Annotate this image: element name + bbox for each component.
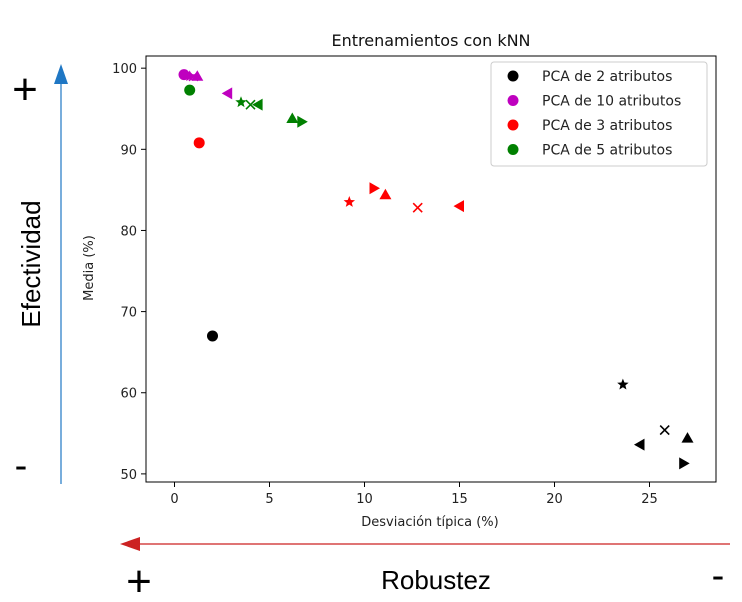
data-point: [184, 84, 196, 96]
y-tick-label: 90: [120, 143, 137, 158]
y-tick-label: 80: [120, 224, 137, 239]
x-axis-label: Desviación típica (%): [361, 515, 498, 530]
data-point: [183, 70, 196, 82]
x-tick-label: 15: [451, 492, 468, 507]
data-marks: [178, 69, 694, 470]
legend-entry: PCA de 3 atributos: [542, 118, 672, 134]
data-point: [245, 99, 256, 110]
x-tick-label: 10: [356, 492, 373, 507]
data-point: [453, 200, 464, 213]
data-point: [207, 330, 218, 342]
data-point: [679, 457, 690, 470]
robustness-label: Robustez: [381, 565, 491, 595]
data-point: [412, 202, 423, 213]
x-tick-label: 0: [170, 492, 178, 507]
legend-box: [490, 61, 708, 167]
x-tick-label: 5: [265, 492, 273, 507]
chart-title: Entrenamientos con kNN: [331, 31, 530, 50]
data-point: [343, 196, 356, 207]
legend-marker: [507, 119, 519, 131]
data-point: [286, 112, 299, 123]
legend-entry: PCA de 2 atributos: [542, 69, 672, 85]
series-3: [193, 137, 464, 213]
y-tick-label: 100: [112, 62, 137, 77]
robustness-minus-sign: -: [712, 555, 725, 597]
plot-frame: [145, 55, 717, 483]
y-tick-label: 60: [120, 387, 137, 402]
data-point: [634, 438, 645, 451]
data-point: [191, 70, 204, 81]
legend-marker: [507, 70, 519, 82]
legend-marker: [507, 95, 519, 106]
data-point: [178, 69, 190, 81]
data-point: [681, 432, 694, 443]
data-point: [235, 96, 247, 108]
effectiveness-label: Efectividad: [16, 200, 46, 327]
y-tick-label: 70: [120, 306, 137, 321]
legend-marker: [507, 144, 519, 155]
x-tick-label: 20: [546, 492, 563, 507]
series-4: [184, 84, 308, 128]
legend-entry: PCA de 5 atributos: [542, 143, 672, 159]
robustness-plus-sign: +: [126, 557, 152, 602]
data-point: [252, 98, 263, 111]
plot-area: [145, 55, 717, 483]
data-point: [297, 115, 308, 128]
effectiveness-minus-sign: -: [15, 445, 28, 487]
robustness-arrow-head: [120, 537, 140, 551]
legend: PCA de 2 atributos PCA de 10 atributos PCA…: [490, 61, 708, 167]
data-point: [379, 188, 392, 200]
robustness-annotation: Robustez + -: [120, 537, 730, 602]
data-point: [617, 378, 629, 390]
series-2: [178, 69, 233, 100]
data-point: [659, 425, 670, 436]
y-tick-label: 50: [120, 468, 137, 483]
series-1: [207, 330, 694, 470]
data-point: [369, 182, 380, 195]
effectiveness-annotation: Efectividad + -: [12, 64, 68, 487]
effectiveness-plus-sign: +: [12, 65, 38, 114]
axes: 0 5 10 15 20 25 50 60 70 80 90 100: [112, 62, 658, 507]
y-axis-label: Media (%): [82, 235, 97, 301]
x-tick-label: 25: [641, 492, 658, 507]
legend-entry: PCA de 10 atributos: [542, 94, 681, 110]
data-point: [221, 87, 233, 100]
effectiveness-arrow-head: [54, 64, 68, 84]
data-point: [193, 137, 205, 149]
